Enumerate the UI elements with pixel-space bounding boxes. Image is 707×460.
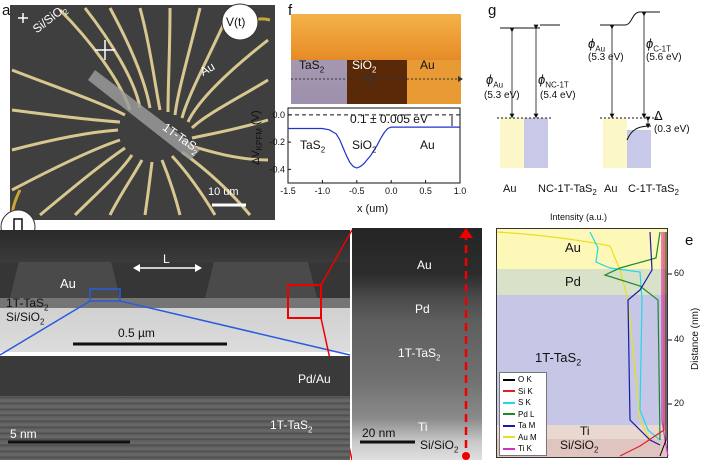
panel-f-region-sio2: SiO2 (352, 138, 377, 155)
legend-label: Au M (518, 432, 537, 442)
x-tick-label: 1.0 (454, 186, 467, 196)
legend-entry: Si K (503, 387, 533, 396)
panel-e-layer-pd: Pd (565, 274, 581, 289)
panel-d-substrate-label: Si/SiO2 (420, 438, 459, 455)
legend-swatch (503, 447, 515, 450)
legend-entry: S K (503, 398, 531, 407)
panel-e-layer-au: Au (565, 240, 581, 255)
panel-e-tick-60: 60 (674, 268, 685, 278)
panel-f-xlabel: x (um) (357, 203, 389, 215)
legend-label: Ta M (518, 421, 536, 430)
panel-f-map-sio2: SiO2 (352, 58, 377, 75)
panel-b-tem-image (0, 230, 350, 352)
panel-d-flake-label: 1T-TaS2 (398, 346, 441, 363)
panel-g-phi-nc: ϕNC-1T (538, 72, 569, 90)
panel-e-layer-flake: 1T-TaS2 (535, 350, 582, 368)
panel-e-layer-ti: Ti (580, 424, 590, 438)
x-tick-label: 0.0 (385, 186, 398, 196)
x-tick-label: 0.5 (419, 186, 432, 196)
panel-f-annotation: 0.1 ± 0.005 eV (350, 112, 428, 126)
panel-g-bottom-au-left: Au (503, 183, 517, 195)
panel-c-flake-label: 1T-TaS2 (270, 418, 313, 435)
legend-entry: Pd L (503, 410, 534, 419)
panel-a-scalebar-label: 10 um (208, 186, 239, 198)
panel-e-distance-label: Distance (nm) (690, 307, 701, 370)
x-tick-label: -0.5 (349, 186, 365, 196)
legend-label: Si K (518, 386, 533, 396)
panel-g-bottom-au-right: Au (604, 183, 618, 195)
panel-f-map-tas2: TaS2 (299, 58, 325, 75)
legend-swatch (503, 424, 515, 427)
panel-g-bottom-nc: NC-1T-TaS2 (538, 183, 597, 198)
panel-c-hrtem-image (0, 356, 350, 460)
panel-d-hrtem-image (352, 228, 482, 460)
panel-c-top-label: Pd/Au (298, 372, 331, 386)
panel-d-scalebar-label: 20 nm (362, 426, 396, 440)
panel-g-phi-nc-val: (5.4 eV) (540, 90, 576, 101)
legend-label: O K (518, 375, 532, 384)
panel-g-letter: g (488, 2, 497, 19)
x-tick-label: -1.0 (315, 186, 331, 196)
legend-entry: Ti K (503, 444, 532, 453)
panel-f-map-au: Au (420, 58, 435, 72)
panel-g-delta-val: (0.3 eV) (654, 124, 690, 135)
x-tick-label: -1.5 (280, 186, 296, 196)
legend-swatch (503, 401, 515, 404)
legend-swatch (503, 378, 515, 381)
panel-b-au-label: Au (60, 276, 76, 291)
panel-g-phi-au-left: ϕAu (486, 72, 504, 90)
panel-e-layer-substrate: Si/SiO2 (560, 438, 599, 455)
panel-f-region-au: Au (420, 138, 435, 152)
panel-b-substrate-label: Si/SiO2 (6, 310, 45, 327)
panel-f-ylabel: ΔVKPFM (V) (250, 110, 265, 165)
panel-c-scalebar-label: 5 nm (10, 427, 37, 441)
panel-g-phi-au-right-val: (5.3 eV) (588, 52, 624, 63)
panel-g-phi-c: ϕC-1T (646, 36, 672, 54)
panel-e-tick-40: 40 (674, 334, 685, 344)
panel-f-region-tas2: TaS2 (300, 138, 326, 155)
legend-entry: Ta M (503, 421, 535, 430)
panel-a-voltage-label: V(t) (226, 15, 246, 29)
legend-swatch (503, 413, 515, 416)
panel-b-scalebar-label: 0.5 µm (118, 326, 155, 340)
legend-label: S K (518, 398, 531, 407)
panel-b-flake-label: 1T-TaS2 (6, 296, 49, 313)
legend-entry: O K (503, 375, 532, 384)
panel-g-phi-au-right: ϕAu (588, 36, 606, 54)
panel-f-letter: f (288, 2, 293, 19)
panel-g-bottom-c: C-1T-TaS2 (628, 183, 679, 198)
panel-e-legend: O K Si K S K Pd L Ta M Au M Ti K (499, 372, 547, 456)
panel-g-phi-c-val: (5.6 eV) (646, 52, 682, 63)
legend-label: Ti K (518, 444, 532, 453)
panel-e-letter: e (685, 232, 694, 249)
panel-g-phi-au-left-val: (5.3 eV) (484, 90, 520, 101)
panel-d-ti-label: Ti (418, 420, 428, 434)
legend-swatch (503, 436, 515, 439)
panel-d-au-label: Au (417, 258, 432, 272)
legend-label: Pd L (518, 409, 535, 419)
panel-a-letter: a (2, 2, 11, 19)
panel-g-delta: Δ (654, 108, 663, 123)
panel-d-pd-label: Pd (415, 302, 430, 316)
panel-e-tick-20: 20 (674, 398, 685, 408)
panel-b-gap-label: L (163, 252, 170, 266)
legend-swatch (503, 390, 515, 393)
panel-e-intensity-label: Intensity (a.u.) (550, 212, 608, 222)
legend-entry: Au M (503, 433, 537, 442)
panel-f-kpfm-map (291, 14, 461, 104)
